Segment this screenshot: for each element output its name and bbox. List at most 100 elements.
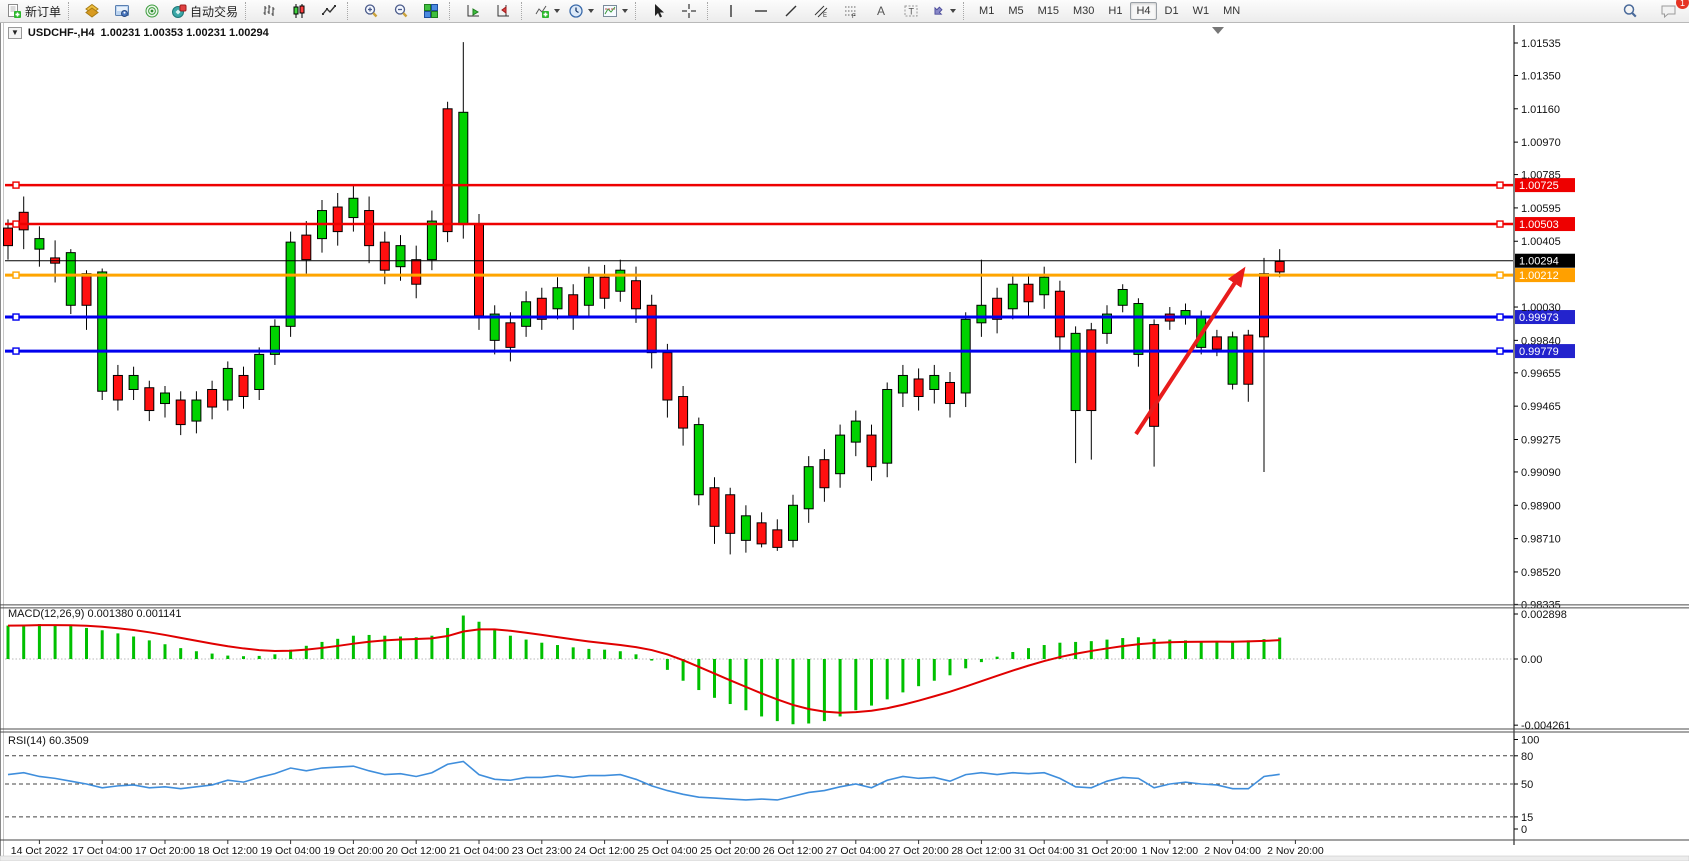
- candle-bearish: [568, 294, 579, 317]
- hline-handle[interactable]: [1496, 220, 1504, 228]
- equidistant-channel-button[interactable]: E: [806, 0, 836, 22]
- indicators-dropdown-caret[interactable]: [554, 9, 561, 13]
- auto-scroll-button[interactable]: [458, 0, 488, 22]
- hline-handle[interactable]: [12, 313, 20, 321]
- equidistant-channel-icon: E: [813, 3, 829, 19]
- price-axis-tick: 0.98900: [1521, 500, 1561, 512]
- toolbar-group-chart-type: [254, 0, 344, 22]
- indicators-button[interactable]: [530, 0, 564, 22]
- signals-button[interactable]: [137, 0, 167, 22]
- timeframe-m15[interactable]: M15: [1037, 5, 1059, 17]
- candle-bullish: [269, 325, 280, 355]
- arrows-icon: [930, 3, 946, 19]
- arrows-button[interactable]: [926, 0, 960, 22]
- tile-windows-button[interactable]: [416, 0, 446, 22]
- price-axis-tick: 0.99840: [1521, 335, 1561, 347]
- periods-dropdown-caret[interactable]: [588, 9, 595, 13]
- line-chart-button[interactable]: [314, 0, 344, 22]
- hline-handle[interactable]: [1496, 181, 1504, 189]
- symbol-dropdown-icon[interactable]: ▼: [8, 27, 22, 39]
- horizontal-line-button[interactable]: [746, 0, 776, 22]
- chart-shift-button[interactable]: [488, 0, 518, 22]
- crosshair-button[interactable]: [674, 0, 704, 22]
- market-watch-button[interactable]: [77, 0, 107, 22]
- price-axis-tick: 0.98335: [1521, 599, 1561, 611]
- timeframe-w1[interactable]: W1: [1192, 5, 1210, 17]
- hline-handle[interactable]: [12, 347, 20, 355]
- candle-bullish: [1227, 336, 1238, 385]
- macd-axis-tick: 0.00: [1521, 654, 1542, 666]
- candle-bullish: [976, 304, 987, 324]
- candle-bearish: [301, 234, 312, 261]
- zoom-in-icon: [363, 3, 379, 19]
- trendline-icon: [783, 3, 799, 19]
- notifications-button[interactable]: 1: [1653, 0, 1689, 22]
- bar-chart-button[interactable]: [254, 0, 284, 22]
- autotrading-button[interactable]: 自动交易: [167, 0, 242, 22]
- candle-bullish: [1007, 283, 1018, 310]
- time-axis-label: 31 Oct 20:00: [1077, 845, 1137, 857]
- toolbar-separator: [521, 2, 527, 20]
- zoom-out-button[interactable]: [386, 0, 416, 22]
- candlestick-chart-button[interactable]: [284, 0, 314, 22]
- candle-bearish: [945, 381, 955, 405]
- zoom-in-button[interactable]: [356, 0, 386, 22]
- candle-bullish: [882, 388, 893, 464]
- hline-handle[interactable]: [1496, 313, 1504, 321]
- trend-arrow-annotation[interactable]: [1134, 266, 1246, 436]
- hline-handle[interactable]: [12, 220, 20, 228]
- arrows-dropdown-caret[interactable]: [950, 9, 957, 13]
- templates-dropdown-caret[interactable]: [622, 9, 629, 13]
- trendline-button[interactable]: [776, 0, 806, 22]
- periods-button[interactable]: [564, 0, 598, 22]
- candle-bullish: [960, 318, 971, 394]
- cursor-button[interactable]: [644, 0, 674, 22]
- new-order-button[interactable]: 新订单: [2, 0, 65, 22]
- candle-bullish: [693, 424, 704, 496]
- candle-bullish: [897, 374, 908, 394]
- fibonacci-button[interactable]: F: [836, 0, 866, 22]
- candle-bullish: [285, 241, 296, 327]
- price-axis-tick: 1.00030: [1521, 302, 1561, 314]
- candle-bearish: [992, 297, 1003, 320]
- text-button[interactable]: A: [866, 0, 896, 22]
- chart-canvas[interactable]: 1.00725 1.00503 1.00294 1.00212 0.99973 0.997…: [0, 23, 1689, 861]
- candle-bearish: [332, 206, 343, 233]
- rsi-pane: 100 80 50 150: [5, 735, 1539, 836]
- search-button[interactable]: [1615, 0, 1645, 22]
- rsi-axis-tick: 80: [1521, 751, 1533, 763]
- time-axis-label: 2 Nov 04:00: [1204, 845, 1261, 857]
- candle-bearish: [3, 227, 13, 247]
- vertical-line-button[interactable]: [716, 0, 746, 22]
- templates-button[interactable]: [598, 0, 632, 22]
- hline-handle[interactable]: [1496, 347, 1504, 355]
- hline-handle[interactable]: [12, 271, 20, 279]
- text-label-button[interactable]: T: [896, 0, 926, 22]
- timeframe-h4[interactable]: H4: [1130, 2, 1157, 20]
- timeframe-m30[interactable]: M30: [1073, 5, 1095, 17]
- candle-bullish: [1133, 303, 1144, 355]
- candles-layer: [3, 42, 1285, 555]
- chart-shift-marker[interactable]: [1212, 27, 1224, 34]
- time-axis-label: 18 Oct 12:00: [198, 845, 258, 857]
- timeframe-m5[interactable]: M5: [1008, 5, 1024, 17]
- templates-icon: [602, 3, 618, 19]
- timeframe-d1[interactable]: D1: [1164, 5, 1179, 17]
- cursor-arrow-icon: [651, 3, 667, 19]
- candle-bearish: [1149, 324, 1160, 427]
- candle-bullish: [1102, 313, 1112, 334]
- timeframe-m1[interactable]: M1: [979, 5, 995, 17]
- text-label-icon: T: [903, 3, 919, 19]
- toolbar-group-standard: 新订单 自动交易: [2, 0, 242, 22]
- hline-handle[interactable]: [1496, 271, 1504, 279]
- candle-bearish: [175, 399, 186, 426]
- navigator-button[interactable]: [107, 0, 137, 22]
- timeframe-h1[interactable]: H1: [1108, 5, 1123, 17]
- hline-handle[interactable]: [12, 181, 20, 189]
- candle-bullish: [395, 245, 406, 268]
- candle-bearish: [1023, 283, 1034, 303]
- timeframe-mn[interactable]: MN: [1223, 5, 1241, 17]
- new-order-icon: [6, 3, 22, 19]
- candle-bearish: [505, 322, 516, 348]
- toolbar-group-scroll: [458, 0, 518, 22]
